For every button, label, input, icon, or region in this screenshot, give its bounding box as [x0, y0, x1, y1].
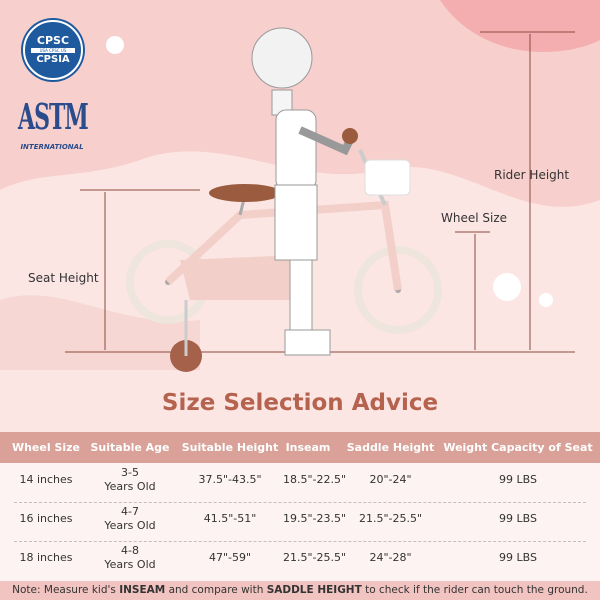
bike-illustration: [126, 149, 442, 372]
note-prefix: Note: Measure kid's: [12, 584, 120, 596]
table-body: [0, 463, 600, 581]
header-weight-capacity: Weight Capacity of Seat: [443, 441, 593, 454]
cpsia-text: CPSIA: [36, 54, 70, 65]
header-inseam: Inseam: [285, 441, 331, 454]
cell-inseam: 19.5"-23.5": [283, 512, 347, 525]
page-title: Size Selection Advice: [161, 390, 439, 416]
cpsc-text: CPSC: [36, 34, 70, 47]
cell-age-range: 4-8: [121, 544, 139, 557]
cell-inseam: 21.5"-25.5": [283, 551, 347, 564]
cell-suitable-height: 41.5"-51": [203, 512, 257, 525]
cell-age-unit: Years Old: [104, 480, 156, 493]
cell-weight-capacity: 99 LBS: [499, 512, 537, 525]
child-illustration: [251, 27, 358, 356]
cell-saddle-height: 21.5"-25.5": [358, 512, 423, 525]
cell-suitable-height: 47"-59": [208, 551, 252, 564]
decor-circle: [493, 273, 521, 301]
table-header: [0, 432, 600, 463]
rider-height-label: Rider Height: [494, 168, 570, 182]
note-text: Note: Measure kid's INSEAM and compare w…: [0, 581, 600, 600]
cell-saddle-height: 20"-24": [369, 473, 412, 486]
note-inseam: INSEAM: [119, 584, 166, 596]
cpsc-badge: CPSC USA CPSC US CPSIA: [23, 20, 83, 80]
seat-height-label: Seat Height: [28, 271, 99, 285]
cell-inseam: 18.5"-22.5": [283, 473, 347, 486]
astm-sub: INTERNATIONAL: [20, 143, 84, 151]
cell-saddle-height: 24"-28": [369, 551, 412, 564]
note-mid: and compare with: [165, 584, 267, 596]
row-divider: [14, 502, 586, 503]
cell-weight-capacity: 99 LBS: [499, 551, 537, 564]
cell-suitable-height: 37.5"-43.5": [198, 473, 262, 486]
cell-wheel-size: 16 inches: [19, 512, 73, 525]
header-suitable-height: Suitable Height: [181, 441, 279, 454]
cell-wheel-size: 14 inches: [19, 473, 73, 486]
wheel-size-label: Wheel Size: [441, 211, 508, 225]
note-saddle-height: SADDLE HEIGHT: [266, 584, 362, 596]
header-wheel-size: Wheel Size: [11, 441, 81, 454]
cell-age-unit: Years Old: [104, 519, 156, 532]
cell-weight-capacity: 99 LBS: [499, 473, 537, 486]
row-divider: [14, 541, 586, 542]
header-saddle-height: Saddle Height: [346, 441, 435, 454]
cell-wheel-size: 18 inches: [19, 551, 73, 564]
astm-logo: ASTM INTERNATIONAL: [18, 95, 89, 151]
cpsc-middle: USA CPSC US: [31, 48, 75, 53]
astm-text: ASTM: [18, 97, 89, 139]
note-suffix: to check if the rider can touch the grou…: [361, 584, 588, 596]
cell-age-range: 3-5: [121, 466, 139, 479]
cell-age-range: 4-7: [121, 505, 139, 518]
header-suitable-age: Suitable Age: [90, 441, 170, 454]
cell-age-unit: Years Old: [104, 558, 156, 571]
